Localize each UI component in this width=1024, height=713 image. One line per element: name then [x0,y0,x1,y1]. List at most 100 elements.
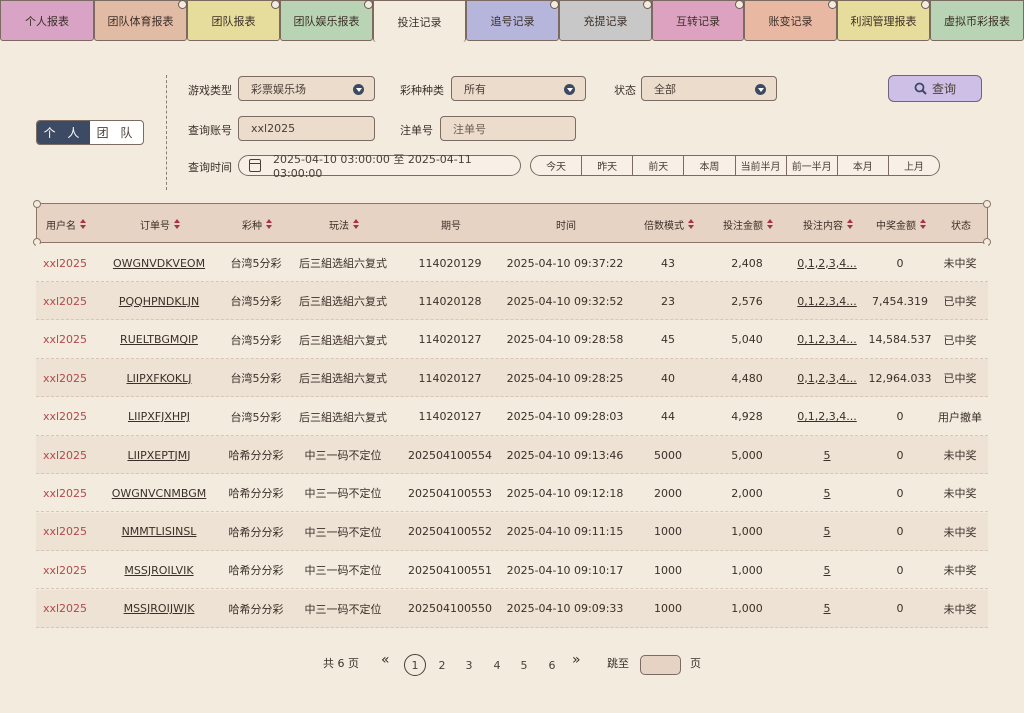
page-6[interactable]: 6 [548,658,556,672]
jump-page-input[interactable] [640,655,681,675]
cell-order-number-text[interactable]: LIIPXFKOKLJ [126,371,192,385]
quick-range-this-month[interactable]: 本月 [838,156,889,175]
col-header-bet-content[interactable]: 投注内容 [787,204,869,244]
tab-account-change-records[interactable]: 账变记录 [744,0,837,41]
tab-corner-icon [271,0,280,9]
quick-range-last-month[interactable]: 上月 [903,162,924,173]
col-header-win-amount[interactable]: 中奖金额 [869,204,933,244]
cell-bet-content-text[interactable]: 0,1,2,3,4... [797,371,857,385]
date-range-picker[interactable]: 2025-04-10 03:00:00 至 2025-04-11 03:00:0… [238,153,521,180]
cell-issue: 202504100551 [398,551,502,589]
tab-team-sports-report[interactable]: 团队体育报表 [94,0,187,41]
col-header-lottery[interactable]: 彩种 [225,204,289,244]
table-row: xxl2025 OWGNVCNMBGM 哈希分分彩 中三一码不定位 2025041005… [36,474,988,513]
cell-bet-content-text[interactable]: 0,1,2,3,4... [797,410,857,424]
cell-bet-content-text[interactable]: 5 [823,602,831,616]
cell-win-amount-text: 0 [896,486,904,500]
cell-order-number-text[interactable]: PQQHPNDKLJN [118,294,200,308]
col-header-multiplier[interactable]: 倍数模式 [629,204,709,244]
game-type-value: 彩票娱乐场 [251,82,306,96]
quick-range-day-before[interactable]: 前天 [633,156,685,175]
cell-lottery-text: 哈希分分彩 [228,602,284,616]
cell-status-text: 未中奖 [943,564,977,578]
page-3[interactable]: 3 [465,658,473,672]
col-header-order-number[interactable]: 订单号 [95,204,225,244]
cell-order-number-text[interactable]: NMMTLISINSL [121,525,197,539]
table-row: xxl2025 MSSJROILVIK 哈希分分彩 中三一码不定位 2025041005… [36,551,988,590]
col-header-username[interactable]: 用户名 [37,204,95,244]
cell-order-number-text[interactable]: MSSJROIJWJK [123,602,195,616]
status-select[interactable]: 全部 [641,76,777,101]
cell-order-number-text[interactable]: OWGNVDKVEOM [112,256,206,270]
cell-issue: 202504100553 [398,474,502,512]
cell-order-number-text[interactable]: MSSJROILVIK [124,563,194,577]
cell-time-text: 2025-04-10 09:10:17 [506,563,624,577]
tab-profit-report[interactable]: 利润管理报表 [837,0,930,41]
scope-personal-button[interactable]: 个 人 [37,121,90,144]
quick-range-today[interactable]: 今天 [531,156,583,175]
col-header-label: 用户名 [46,220,76,232]
tab-team-report[interactable]: 团队报表 [187,0,280,41]
cell-bet-content-text[interactable]: 0,1,2,3,4... [797,256,857,270]
lottery-type-select[interactable]: 所有 [451,76,586,101]
cell-time-text: 2025-04-10 09:32:52 [506,294,624,308]
tab-deposit-withdraw-records[interactable]: 充提记录 [559,0,652,41]
game-type-select[interactable]: 彩票娱乐场 [238,76,375,101]
quick-range-current-half-month[interactable]: 当前半月 [736,156,787,175]
cell-status: 未中奖 [932,244,988,282]
cell-bet-content-text[interactable]: 0,1,2,3,4... [797,333,857,347]
cell-play-text: 后三組选組六复式 [299,372,387,386]
page-1[interactable]: 1 [404,654,426,676]
cell-order-number-text[interactable]: RUELTBGMQIP [120,333,198,347]
double-chevron-left-icon[interactable]: « [381,652,390,668]
page-5[interactable]: 5 [520,658,528,672]
cell-win-amount: 12,964.033 [868,359,932,397]
cell-bet-content-text[interactable]: 0,1,2,3,4... [797,294,857,308]
account-input[interactable]: xxl2025 [238,116,375,141]
cell-time: 2025-04-10 09:28:58 [502,321,628,359]
double-chevron-right-icon[interactable]: » [572,652,581,668]
tab-crypto-lottery-report[interactable]: 虚拟币彩报表 [930,0,1024,41]
cell-play-text: 中三一码不定位 [304,602,382,616]
tab-bet-records[interactable]: 投注记录 [373,0,466,42]
cell-time-text: 2025-04-10 09:09:33 [506,602,624,616]
tab-transfer-records[interactable]: 互转记录 [652,0,744,41]
game-type-label: 游戏类型 [188,84,232,97]
cell-bet-content: 5 [786,436,868,474]
cell-bet-content-text[interactable]: 5 [823,486,831,500]
col-header-play[interactable]: 玩法 [289,204,399,244]
tab-chase-records[interactable]: 追号记录 [466,0,559,41]
tab-personal-report[interactable]: 个人报表 [0,0,94,41]
tab-label: 账变记录 [768,14,813,28]
cell-bet-content: 5 [786,513,868,551]
cell-bet-content-text[interactable]: 5 [823,525,831,539]
quick-range-previous-half-month[interactable]: 前一半月 [787,156,838,175]
table-row: xxl2025 MSSJROIJWJK 哈希分分彩 中三一码不定位 2025041005… [36,589,988,628]
quick-range-this-week[interactable]: 本周 [684,156,736,175]
cell-order-number-text[interactable]: LIIPXFJXHPJ [127,410,191,424]
cell-time-text: 2025-04-10 09:28:25 [506,371,624,385]
cell-bet-amount: 2,408 [708,244,786,282]
cell-multiplier-text: 1000 [654,602,682,616]
cell-order-number-text[interactable]: LIIPXEPTJMJ [127,448,191,462]
cell-order-number-text[interactable]: OWGNVCNMBGM [111,486,207,500]
order-number-placeholder: 注单号 [453,122,486,136]
search-button[interactable]: 查询 [888,75,982,102]
tab-team-entertainment-report[interactable]: 团队娱乐报表 [280,0,373,41]
cell-lottery-text: 台湾5分彩 [230,295,282,309]
quick-range-yesterday[interactable]: 昨天 [582,156,634,175]
cell-bet-content-text[interactable]: 5 [823,448,831,462]
scope-team-button[interactable]: 团 队 [96,126,137,140]
cell-issue: 202504100550 [398,590,502,628]
cell-time-text: 2025-04-10 09:13:46 [506,448,624,462]
page-suffix-label: 页 [690,657,701,670]
cell-username-text: xxl2025 [42,294,88,308]
cell-lottery-text: 台湾5分彩 [230,372,282,386]
report-tabs: 个人报表 团队体育报表 团队报表 团队娱乐报表 投注记录 追号记录 充提记录 互… [0,0,1024,42]
order-number-input[interactable]: 注单号 [440,116,576,141]
cell-play: 后三組选組六复式 [288,359,398,397]
col-header-bet-amount[interactable]: 投注金额 [709,204,787,244]
page-4[interactable]: 4 [493,658,501,672]
cell-bet-content-text[interactable]: 5 [823,563,831,577]
page-2[interactable]: 2 [438,658,446,672]
